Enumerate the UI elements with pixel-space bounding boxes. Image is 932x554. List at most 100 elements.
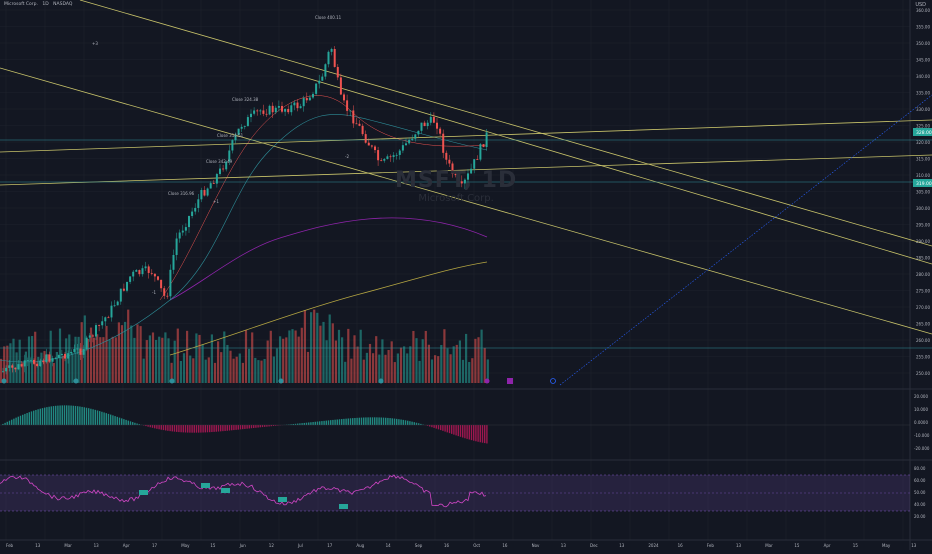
candle-body[interactable]	[42, 361, 44, 362]
candle-body[interactable]	[27, 360, 29, 361]
candle-body[interactable]	[73, 349, 75, 352]
candle-body[interactable]	[476, 159, 478, 160]
candle-body[interactable]	[405, 143, 407, 145]
candle-body[interactable]	[411, 139, 413, 140]
rsi-signal-marker[interactable]	[201, 483, 210, 488]
candle-body[interactable]	[340, 77, 342, 94]
candle-body[interactable]	[18, 364, 20, 369]
candle-body[interactable]	[250, 114, 252, 117]
candle-body[interactable]	[346, 100, 348, 110]
candle-body[interactable]	[117, 302, 119, 306]
candle-body[interactable]	[148, 266, 150, 273]
candle-body[interactable]	[383, 159, 385, 161]
candle-body[interactable]	[424, 123, 426, 126]
candle-body[interactable]	[324, 64, 326, 76]
candle-body[interactable]	[163, 288, 165, 296]
candle-body[interactable]	[166, 296, 168, 297]
candle-body[interactable]	[259, 110, 261, 111]
candle-body[interactable]	[331, 49, 333, 52]
candle-body[interactable]	[377, 150, 379, 160]
candle-body[interactable]	[439, 129, 441, 134]
candle-body[interactable]	[293, 103, 295, 106]
candle-body[interactable]	[70, 352, 72, 353]
price-candles[interactable]	[2, 46, 488, 374]
candle-body[interactable]	[33, 360, 35, 364]
symbol-legend[interactable]: Microsoft Corp. 1D NASDAQ	[4, 2, 75, 7]
candle-body[interactable]	[486, 132, 488, 147]
candle-body[interactable]	[126, 282, 128, 291]
candle-body[interactable]	[8, 365, 10, 368]
candle-body[interactable]	[334, 49, 336, 67]
event-icon[interactable]	[379, 379, 384, 384]
trendline-upper-descending[interactable]	[80, 0, 932, 246]
candle-body[interactable]	[157, 276, 159, 279]
candle-body[interactable]	[352, 110, 354, 123]
candle-body[interactable]	[479, 144, 481, 159]
candle-body[interactable]	[309, 98, 311, 101]
candle-body[interactable]	[275, 108, 277, 112]
candle-body[interactable]	[179, 232, 181, 238]
trendline-mid-descending[interactable]	[280, 70, 932, 264]
rsi-signal-marker[interactable]	[339, 504, 348, 509]
candle-body[interactable]	[98, 325, 100, 326]
candle-body[interactable]	[173, 255, 175, 270]
candle-body[interactable]	[185, 227, 187, 231]
candle-body[interactable]	[362, 126, 364, 134]
candle-body[interactable]	[64, 354, 66, 359]
candle-body[interactable]	[328, 52, 330, 64]
event-icon[interactable]	[2, 379, 7, 384]
candle-body[interactable]	[287, 109, 289, 112]
candle-body[interactable]	[253, 110, 255, 113]
candle-body[interactable]	[256, 110, 258, 111]
candle-body[interactable]	[266, 114, 268, 115]
candle-body[interactable]	[58, 355, 60, 358]
ma-olive-line[interactable]	[170, 262, 487, 355]
candle-body[interactable]	[321, 77, 323, 81]
candle-body[interactable]	[303, 98, 305, 106]
event-icon[interactable]	[485, 379, 490, 384]
candle-body[interactable]	[414, 134, 416, 138]
candle-body[interactable]	[24, 360, 26, 366]
candle-body[interactable]	[390, 156, 392, 157]
candle-body[interactable]	[176, 239, 178, 255]
ma-purple-line[interactable]	[170, 218, 487, 300]
candle-body[interactable]	[120, 289, 122, 302]
candle-body[interactable]	[284, 109, 286, 112]
candle-body[interactable]	[182, 231, 184, 233]
candle-body[interactable]	[433, 117, 435, 123]
candle-body[interactable]	[67, 353, 69, 358]
candle-body[interactable]	[194, 208, 196, 212]
candle-body[interactable]	[241, 127, 243, 129]
candle-body[interactable]	[95, 325, 97, 336]
candle-body[interactable]	[430, 117, 432, 123]
candle-body[interactable]	[151, 273, 153, 274]
candle-body[interactable]	[380, 160, 382, 161]
candle-body[interactable]	[399, 151, 401, 155]
candle-body[interactable]	[269, 106, 271, 115]
candle-body[interactable]	[14, 368, 16, 370]
candle-body[interactable]	[337, 67, 339, 77]
rsi-signal-marker[interactable]	[221, 488, 230, 493]
candle-body[interactable]	[45, 354, 47, 362]
candle-body[interactable]	[76, 349, 78, 350]
candle-body[interactable]	[436, 123, 438, 129]
candle-body[interactable]	[135, 270, 137, 272]
candle-body[interactable]	[455, 174, 457, 175]
candle-body[interactable]	[30, 360, 32, 361]
candle-body[interactable]	[191, 212, 193, 216]
event-icon[interactable]	[551, 379, 556, 384]
candle-body[interactable]	[473, 159, 475, 169]
candle-body[interactable]	[200, 190, 202, 199]
candle-body[interactable]	[461, 181, 463, 183]
candle-body[interactable]	[281, 106, 283, 112]
candle-body[interactable]	[129, 276, 131, 281]
candle-body[interactable]	[197, 199, 199, 208]
candle-body[interactable]	[306, 98, 308, 100]
candle-body[interactable]	[86, 338, 88, 349]
candle-body[interactable]	[231, 140, 233, 150]
currency-label[interactable]: USD	[915, 2, 926, 8]
candle-body[interactable]	[160, 280, 162, 288]
event-icon[interactable]	[170, 379, 175, 384]
candle-body[interactable]	[132, 272, 134, 277]
